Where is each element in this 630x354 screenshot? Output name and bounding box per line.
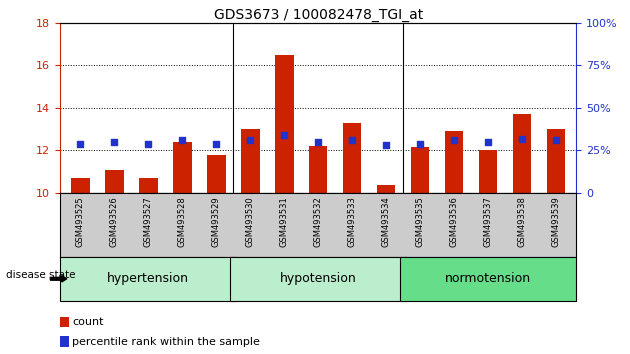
Point	[449, 137, 459, 143]
Title: GDS3673 / 100082478_TGI_at: GDS3673 / 100082478_TGI_at	[214, 8, 423, 22]
Text: GSM493538: GSM493538	[518, 196, 527, 247]
Bar	[241, 129, 260, 193]
Bar	[343, 123, 362, 193]
Text: GSM493534: GSM493534	[382, 196, 391, 247]
Point	[381, 143, 391, 148]
Text: GSM493527: GSM493527	[144, 196, 152, 247]
Point	[313, 139, 323, 145]
Text: GSM493528: GSM493528	[178, 196, 186, 247]
Text: hypertension: hypertension	[107, 272, 189, 285]
Point	[415, 141, 425, 147]
Text: percentile rank within the sample: percentile rank within the sample	[72, 337, 260, 347]
Text: GSM493525: GSM493525	[76, 196, 85, 247]
Point	[75, 141, 85, 147]
Bar	[513, 114, 532, 193]
Text: GSM493533: GSM493533	[348, 196, 357, 247]
Bar	[309, 146, 328, 193]
Text: GSM493539: GSM493539	[551, 196, 561, 247]
Text: GSM493526: GSM493526	[110, 196, 118, 247]
Bar	[377, 185, 396, 193]
Point	[143, 141, 153, 147]
Text: GSM493535: GSM493535	[416, 196, 425, 247]
Point	[551, 137, 561, 143]
Point	[279, 132, 289, 138]
Bar	[230, 257, 406, 301]
Bar	[547, 129, 565, 193]
Text: count: count	[72, 317, 104, 327]
Point	[245, 137, 255, 143]
Bar	[71, 178, 89, 193]
Bar	[105, 170, 123, 193]
Bar	[173, 142, 192, 193]
Text: GSM493530: GSM493530	[246, 196, 255, 247]
Point	[177, 137, 187, 143]
Text: GSM493536: GSM493536	[450, 196, 459, 247]
Bar	[207, 155, 226, 193]
Text: GSM493529: GSM493529	[212, 196, 220, 247]
Text: GSM493532: GSM493532	[314, 196, 323, 247]
Text: GSM493531: GSM493531	[280, 196, 289, 247]
Text: GSM493537: GSM493537	[484, 196, 493, 247]
Bar	[60, 257, 237, 301]
Bar	[139, 178, 158, 193]
Bar	[275, 55, 294, 193]
Point	[109, 139, 119, 145]
Point	[347, 137, 357, 143]
Point	[517, 136, 527, 141]
Text: disease state: disease state	[6, 270, 76, 280]
Point	[211, 141, 221, 147]
Point	[483, 139, 493, 145]
Bar	[399, 257, 576, 301]
Text: normotension: normotension	[445, 272, 531, 285]
Bar	[479, 150, 498, 193]
Bar	[411, 147, 430, 193]
Text: hypotension: hypotension	[280, 272, 357, 285]
Bar	[445, 131, 464, 193]
